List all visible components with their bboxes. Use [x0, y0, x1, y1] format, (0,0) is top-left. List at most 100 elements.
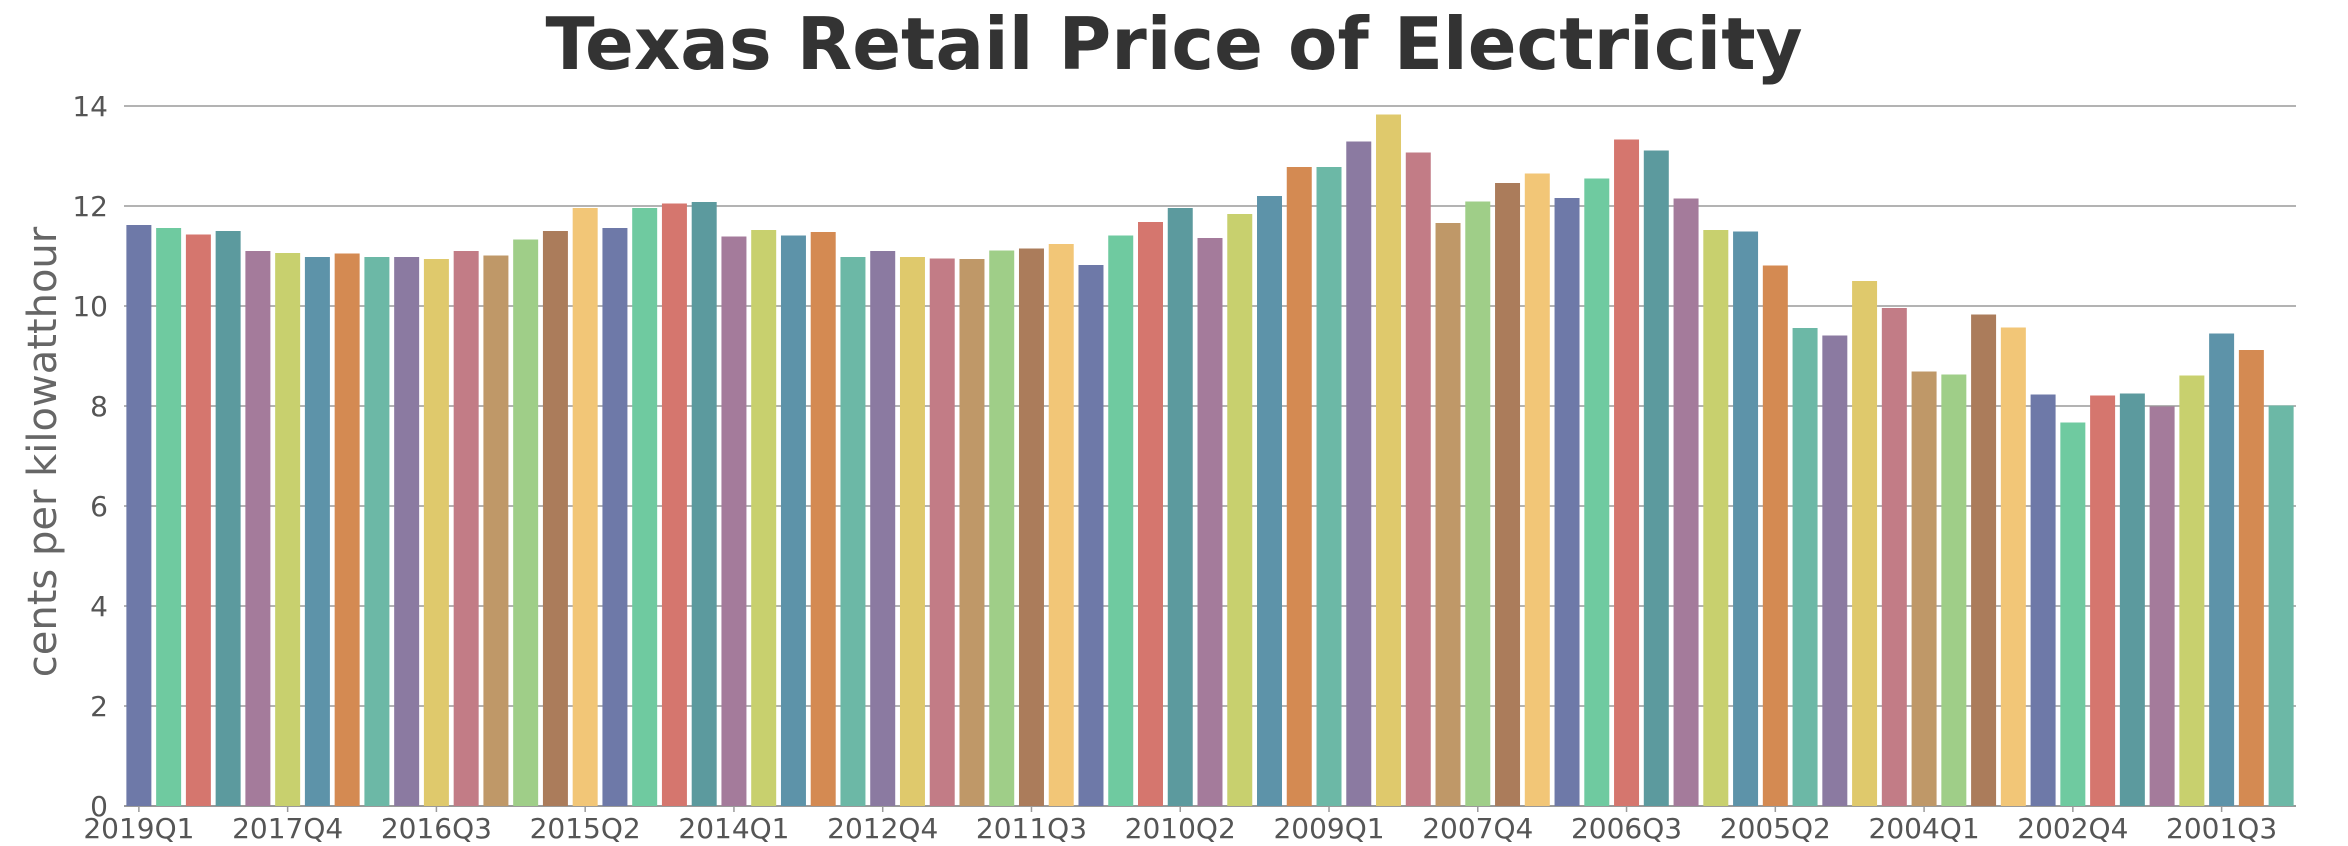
bar-2016Q2[interactable]	[453, 251, 479, 806]
bar-2010Q4[interactable]	[1108, 235, 1134, 807]
y-tick-label: 12	[72, 190, 108, 223]
bar-2010Q1[interactable]	[1197, 238, 1223, 806]
bar-2010Q3[interactable]	[1138, 222, 1163, 806]
x-axis-ticks: 2019Q1 2017Q4 2016Q3 2015Q2 2014Q1 2012Q4 2011…	[83, 806, 2277, 845]
bar-2018Q2[interactable]	[215, 231, 241, 806]
x-tick-label: 2001Q3	[2166, 812, 2277, 845]
x-tick-label: 2009Q1	[1273, 812, 1384, 845]
x-tick-label: 2004Q1	[1869, 812, 1980, 845]
bar-2004Q2[interactable]	[1881, 308, 1907, 806]
bar-2011Q2[interactable]	[1048, 244, 1074, 806]
x-tick-label: 2017Q4	[232, 812, 343, 845]
bar-2012Q2[interactable]	[929, 258, 955, 807]
x-tick-label: 2014Q1	[678, 812, 789, 845]
bar-2017Q2[interactable]	[334, 253, 360, 807]
bar-2007Q3[interactable]	[1495, 183, 1521, 806]
bar-2005Q3[interactable]	[1733, 231, 1759, 807]
y-tick-label: 8	[90, 390, 108, 423]
bar-2009Q4[interactable]	[1227, 214, 1253, 806]
bar-2014Q1[interactable]	[721, 236, 747, 807]
bar-2014Q4[interactable]	[632, 208, 658, 806]
bar-2018Q3[interactable]	[185, 234, 211, 807]
bar-2016Q1[interactable]	[483, 255, 509, 807]
x-tick-label: 2016Q3	[381, 812, 492, 845]
bar-2007Q4[interactable]	[1465, 201, 1491, 807]
bar-2004Q4[interactable]	[1822, 335, 1848, 807]
bar-2016Q3[interactable]	[423, 259, 449, 806]
y-axis-label: cents per kilowatthour	[20, 226, 66, 677]
bar-2014Q3[interactable]	[661, 203, 687, 807]
bar-2001Q1[interactable]	[2268, 405, 2294, 807]
bar-2009Q1[interactable]	[1316, 167, 1342, 806]
bar-2002Q3[interactable]	[2090, 395, 2116, 807]
bar-2015Q1[interactable]	[602, 228, 628, 806]
bar-2014Q2[interactable]	[691, 202, 717, 806]
bar-2012Q1[interactable]	[959, 259, 985, 806]
y-tick-label: 10	[72, 290, 108, 323]
bar-2002Q4[interactable]	[2060, 422, 2086, 807]
bar-2004Q1[interactable]	[1911, 371, 1937, 807]
bar-2001Q3[interactable]	[2209, 333, 2235, 807]
bar-2003Q2[interactable]	[2000, 327, 2026, 807]
bar-2003Q4[interactable]	[1941, 374, 1967, 807]
bar-2011Q3[interactable]	[1018, 248, 1044, 807]
bar-2017Q1[interactable]	[364, 257, 390, 806]
bar-2005Q4[interactable]	[1703, 230, 1729, 806]
bar-2009Q2[interactable]	[1286, 167, 1312, 806]
bar-2002Q1[interactable]	[2149, 406, 2175, 807]
y-tick-label: 14	[72, 90, 108, 123]
bar-2008Q3[interactable]	[1376, 114, 1402, 807]
bar-2019Q1[interactable]	[126, 225, 152, 806]
y-axis-ticks: 0 2 4 6 8 10 12 14	[72, 90, 108, 823]
bar-2008Q2[interactable]	[1405, 152, 1431, 807]
bar-2001Q2[interactable]	[2238, 350, 2264, 806]
bar-2013Q4[interactable]	[751, 230, 777, 806]
bars	[126, 114, 2294, 807]
y-tick-label: 2	[90, 690, 108, 723]
bar-2003Q3[interactable]	[1971, 314, 1997, 807]
bar-2011Q1[interactable]	[1078, 265, 1104, 806]
bar-2007Q1[interactable]	[1554, 198, 1580, 806]
x-tick-label: 2006Q3	[1571, 812, 1682, 845]
bar-2018Q1[interactable]	[245, 251, 271, 806]
bar-2015Q3[interactable]	[542, 231, 568, 806]
bar-2007Q2[interactable]	[1524, 173, 1550, 807]
bar-2017Q3[interactable]	[304, 257, 330, 806]
bar-2006Q2[interactable]	[1643, 150, 1669, 807]
bar-2013Q2[interactable]	[810, 232, 836, 806]
bar-2017Q4[interactable]	[275, 253, 301, 806]
bar-2006Q3[interactable]	[1614, 139, 1640, 807]
x-tick-label: 2011Q3	[976, 812, 1087, 845]
x-tick-label: 2012Q4	[827, 812, 938, 845]
bar-2012Q4[interactable]	[870, 251, 896, 806]
bar-2009Q3[interactable]	[1257, 196, 1282, 806]
x-tick-label: 2015Q2	[530, 812, 641, 845]
bar-2004Q3[interactable]	[1852, 281, 1878, 806]
bar-2008Q1[interactable]	[1435, 223, 1461, 806]
y-tick-label: 4	[90, 590, 108, 623]
x-tick-label: 2010Q2	[1125, 812, 1236, 845]
bar-2005Q2[interactable]	[1762, 265, 1788, 807]
bar-2001Q4[interactable]	[2179, 375, 2205, 807]
y-tick-label: 6	[90, 490, 108, 523]
bar-2015Q2[interactable]	[572, 208, 598, 806]
bar-2018Q4[interactable]	[156, 228, 182, 806]
x-tick-label: 2005Q2	[1720, 812, 1831, 845]
bar-2003Q1[interactable]	[2030, 394, 2056, 807]
bar-2013Q3[interactable]	[780, 235, 806, 807]
x-tick-label: 2002Q4	[2017, 812, 2128, 845]
x-tick-label: 2019Q1	[83, 812, 194, 845]
bar-2006Q1[interactable]	[1673, 198, 1699, 807]
bar-2010Q2[interactable]	[1167, 208, 1193, 806]
bar-2011Q4[interactable]	[989, 250, 1015, 807]
bar-2013Q1[interactable]	[840, 257, 866, 806]
bar-2006Q4[interactable]	[1584, 178, 1610, 807]
bar-2002Q2[interactable]	[2119, 393, 2145, 807]
y-tick-label: 0	[90, 790, 108, 823]
bar-2012Q3[interactable]	[899, 257, 925, 806]
bar-2016Q4[interactable]	[394, 257, 420, 806]
bar-2005Q1[interactable]	[1792, 328, 1818, 806]
bar-2008Q4[interactable]	[1346, 141, 1372, 807]
bar-2015Q4[interactable]	[513, 239, 539, 807]
